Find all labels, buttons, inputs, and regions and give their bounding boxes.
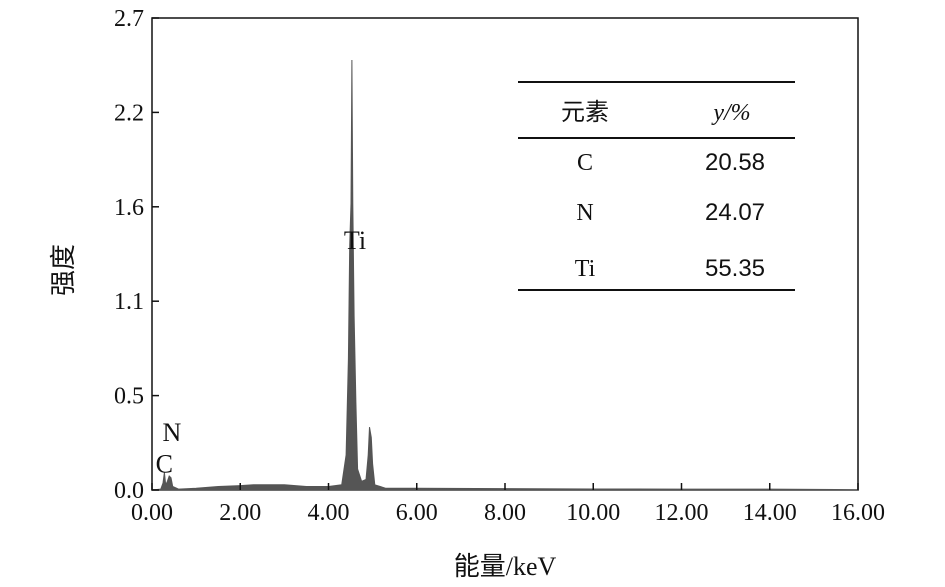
peak-label-n: N — [162, 418, 181, 447]
x-axis-label: 能量/keV — [454, 552, 557, 581]
plot-frame — [151, 17, 859, 491]
x-tick-label: 8.00 — [484, 500, 526, 526]
y-tick-label: 0.0 — [114, 478, 144, 504]
y-tick-label: 2.7 — [114, 6, 144, 32]
table-header-element: 元素 — [561, 99, 609, 126]
x-tick-label: 14.00 — [743, 500, 797, 526]
spectrum-area — [151, 59, 859, 491]
x-tick-label: 16.00 — [831, 500, 885, 526]
x-tick-label: 6.00 — [396, 500, 438, 526]
table-cell-fraction: 55.35 — [705, 255, 765, 282]
y-axis-label: 强度 — [49, 244, 78, 296]
x-tick-label: 12.00 — [655, 500, 709, 526]
table-cell-fraction: 24.07 — [705, 199, 765, 226]
y-tick-label: 1.1 — [114, 289, 144, 315]
peak-label-c: C — [156, 450, 173, 479]
table-cell-element: N — [576, 200, 593, 226]
table-header-fraction: y/% — [711, 100, 750, 126]
x-tick-label: 0.00 — [131, 500, 173, 526]
y-tick-label: 1.6 — [114, 195, 144, 221]
y-tick-label: 0.5 — [114, 384, 144, 410]
composition-table: 元素 y/% C 20.58 N 24.07 Ti 55.35 — [518, 81, 795, 291]
table-cell-element: Ti — [575, 256, 596, 282]
y-tick-label: 2.2 — [114, 100, 144, 126]
table-cell-fraction: 20.58 — [705, 149, 765, 176]
x-tick-label: 2.00 — [219, 500, 261, 526]
peak-label-ti: Ti — [344, 226, 366, 255]
table-cell-element: C — [577, 150, 593, 176]
x-tick-label: 10.00 — [566, 500, 620, 526]
x-tick-label: 4.00 — [308, 500, 350, 526]
